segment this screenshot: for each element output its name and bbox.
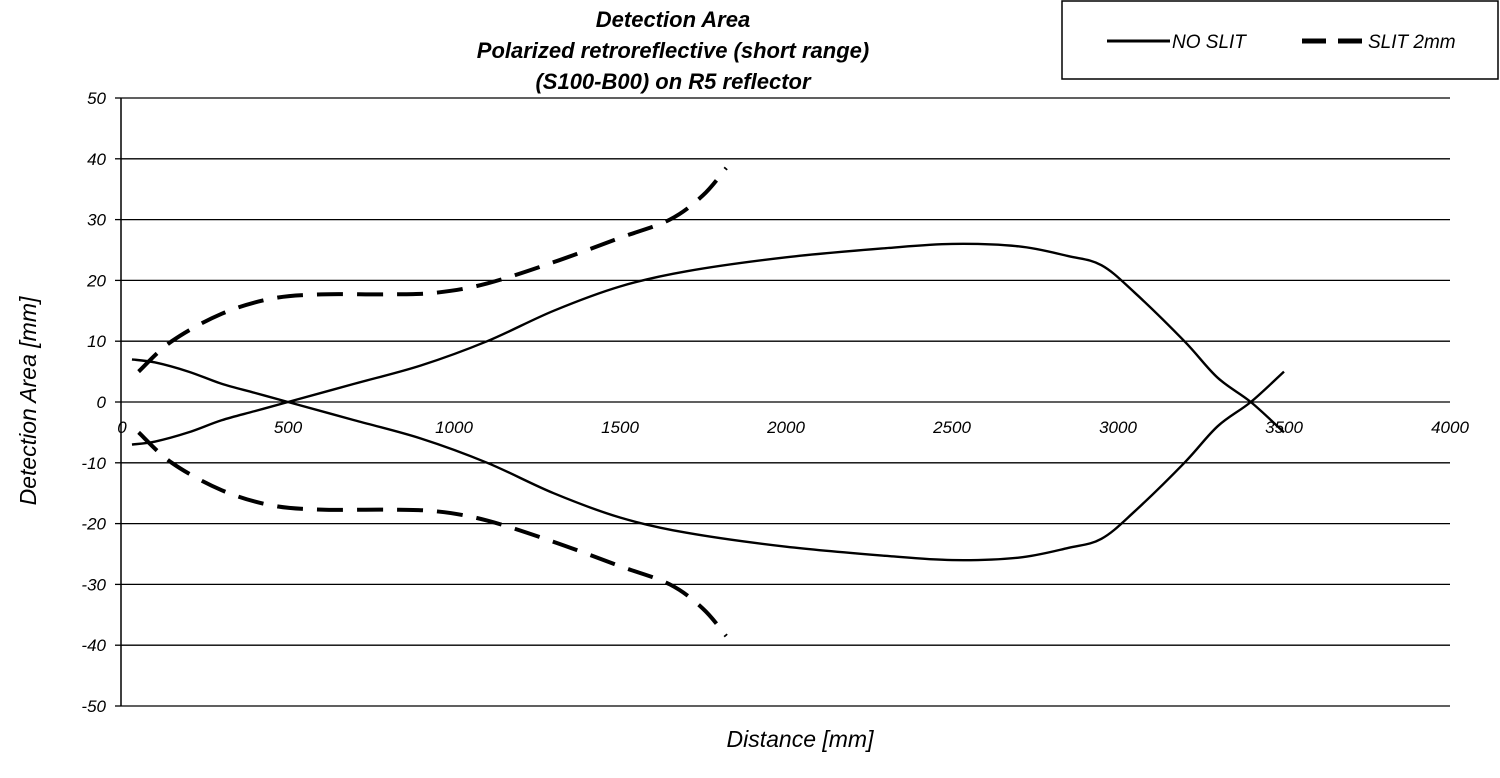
y-tick-label: 30 [87, 211, 106, 230]
x-tick-label: 500 [274, 418, 303, 437]
y-tick-label: 20 [86, 271, 106, 290]
series-group [131, 166, 1285, 638]
y-axis-title: Detection Area [mm] [15, 296, 41, 505]
x-tick-label: 4000 [1431, 418, 1469, 437]
y-tick-label: 40 [87, 150, 106, 169]
x-axis-title: Distance [mm] [727, 726, 875, 752]
y-tick-label: 50 [87, 89, 106, 108]
x-tick-label: 2500 [932, 418, 971, 437]
series-line-no-slit-branch-2 [131, 242, 1285, 446]
chart-title-line-2: Polarized retroreflective (short range) [477, 38, 869, 63]
x-tick-label: 0 [117, 418, 127, 437]
chart-title-line-1: Detection Area [596, 7, 750, 32]
y-tick-label: -40 [81, 636, 106, 655]
x-tick-label: 2000 [766, 418, 805, 437]
legend-label-no-slit: NO SLIT [1172, 32, 1247, 53]
y-axis-tick-labels: 50 40 30 20 10 0 -10 -20 -30 -40 -50 [81, 89, 106, 716]
x-tick-label: 1500 [601, 418, 639, 437]
series-line-slit-2mm-branch-2 [137, 430, 728, 638]
y-tick-label: -30 [81, 575, 106, 594]
gridlines [115, 97, 1450, 707]
series-line-no-slit-branch-1 [131, 358, 1285, 562]
y-tick-label: -50 [81, 697, 106, 716]
y-tick-label: -20 [81, 515, 106, 534]
x-tick-label: 1000 [435, 418, 473, 437]
x-tick-label: 3000 [1099, 418, 1137, 437]
x-axis-tick-labels: 0 500 1000 1500 2000 2500 3000 3500 4000 [117, 418, 1469, 437]
chart-title: Detection Area Polarized retroreflective… [477, 7, 869, 94]
series-line-slit-2mm-branch-1 [137, 166, 728, 374]
chart-title-line-3: (S100-B00) on R5 reflector [535, 69, 812, 94]
y-tick-label: -10 [81, 454, 106, 473]
legend: NO SLIT SLIT 2mm [1061, 0, 1499, 80]
legend-label-slit-2mm: SLIT 2mm [1368, 32, 1456, 53]
y-tick-label: 0 [97, 393, 107, 412]
y-tick-label: 10 [87, 332, 106, 351]
